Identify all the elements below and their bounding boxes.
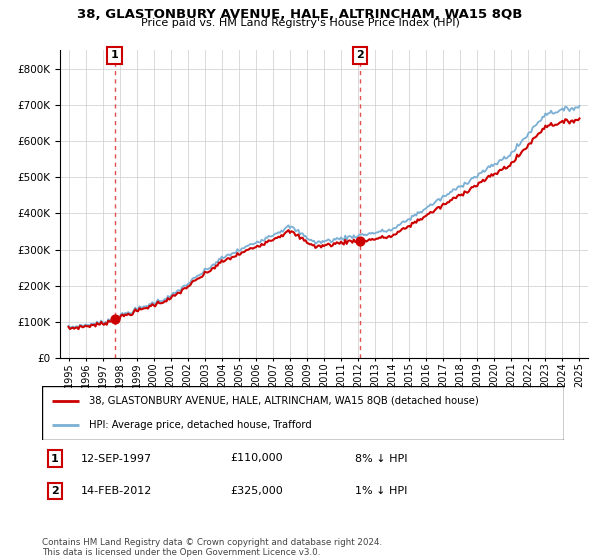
Text: £110,000: £110,000: [230, 454, 283, 464]
Text: 2: 2: [51, 486, 59, 496]
Text: Price paid vs. HM Land Registry's House Price Index (HPI): Price paid vs. HM Land Registry's House …: [140, 18, 460, 29]
Text: Contains HM Land Registry data © Crown copyright and database right 2024.
This d: Contains HM Land Registry data © Crown c…: [42, 538, 382, 557]
Text: 12-SEP-1997: 12-SEP-1997: [81, 454, 152, 464]
Text: 14-FEB-2012: 14-FEB-2012: [81, 486, 152, 496]
Text: 2: 2: [356, 50, 364, 60]
Text: HPI: Average price, detached house, Trafford: HPI: Average price, detached house, Traf…: [89, 420, 312, 430]
Text: 1: 1: [111, 50, 119, 60]
Text: 38, GLASTONBURY AVENUE, HALE, ALTRINCHAM, WA15 8QB: 38, GLASTONBURY AVENUE, HALE, ALTRINCHAM…: [77, 8, 523, 21]
Text: 8% ↓ HPI: 8% ↓ HPI: [355, 454, 408, 464]
Text: 1: 1: [51, 454, 59, 464]
Text: 38, GLASTONBURY AVENUE, HALE, ALTRINCHAM, WA15 8QB (detached house): 38, GLASTONBURY AVENUE, HALE, ALTRINCHAM…: [89, 396, 479, 406]
Point: [110, 314, 119, 323]
Point: [355, 236, 365, 245]
Text: 1% ↓ HPI: 1% ↓ HPI: [355, 486, 407, 496]
Text: £325,000: £325,000: [230, 486, 283, 496]
